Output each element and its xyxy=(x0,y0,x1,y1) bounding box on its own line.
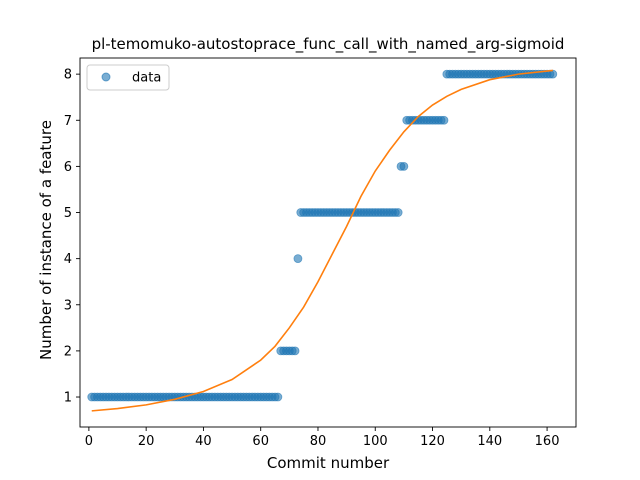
legend-marker xyxy=(101,72,111,82)
x-tick-label: 140 xyxy=(477,434,502,449)
y-tick-label: 5 xyxy=(64,206,72,221)
x-tick-label: 20 xyxy=(138,434,155,449)
y-tick-label: 7 xyxy=(64,114,72,129)
y-tick-label: 1 xyxy=(64,391,72,406)
x-tick-label: 40 xyxy=(195,434,212,449)
x-tick-label: 100 xyxy=(363,434,388,449)
plot-area: 0 20 40 60 80 100 120 140 160 1 2 3 4 5 6 7 8 data xyxy=(64,57,577,449)
x-tick-label: 80 xyxy=(310,434,327,449)
data-point xyxy=(290,346,300,356)
data-points xyxy=(87,69,558,402)
legend-box xyxy=(86,64,170,91)
data-point xyxy=(293,254,303,264)
x-tick-label: 160 xyxy=(535,434,560,449)
x-axis-label: Commit number xyxy=(267,454,390,472)
sigmoid-fit-line xyxy=(91,69,553,412)
y-tick-label: 8 xyxy=(64,68,72,83)
data-point xyxy=(393,208,403,217)
data-point xyxy=(399,161,409,171)
chart-title: pl-temomuko-autostoprace_func_call_with_… xyxy=(92,35,565,54)
x-tick-label: 120 xyxy=(420,434,445,449)
legend-label: data xyxy=(132,71,161,86)
x-tick-label: 0 xyxy=(85,434,93,449)
y-tick-label: 6 xyxy=(64,160,72,175)
data-point xyxy=(439,115,449,125)
legend: data xyxy=(86,64,170,91)
data-point xyxy=(548,69,558,79)
y-tick-label: 4 xyxy=(64,252,72,267)
y-axis-label: Number of instance of a feature xyxy=(37,120,55,360)
y-tick-label: 3 xyxy=(64,298,72,313)
y-tick-label: 2 xyxy=(64,344,72,359)
plot-frame xyxy=(79,57,577,428)
x-tick-label: 60 xyxy=(252,434,269,449)
data-point xyxy=(273,392,283,402)
